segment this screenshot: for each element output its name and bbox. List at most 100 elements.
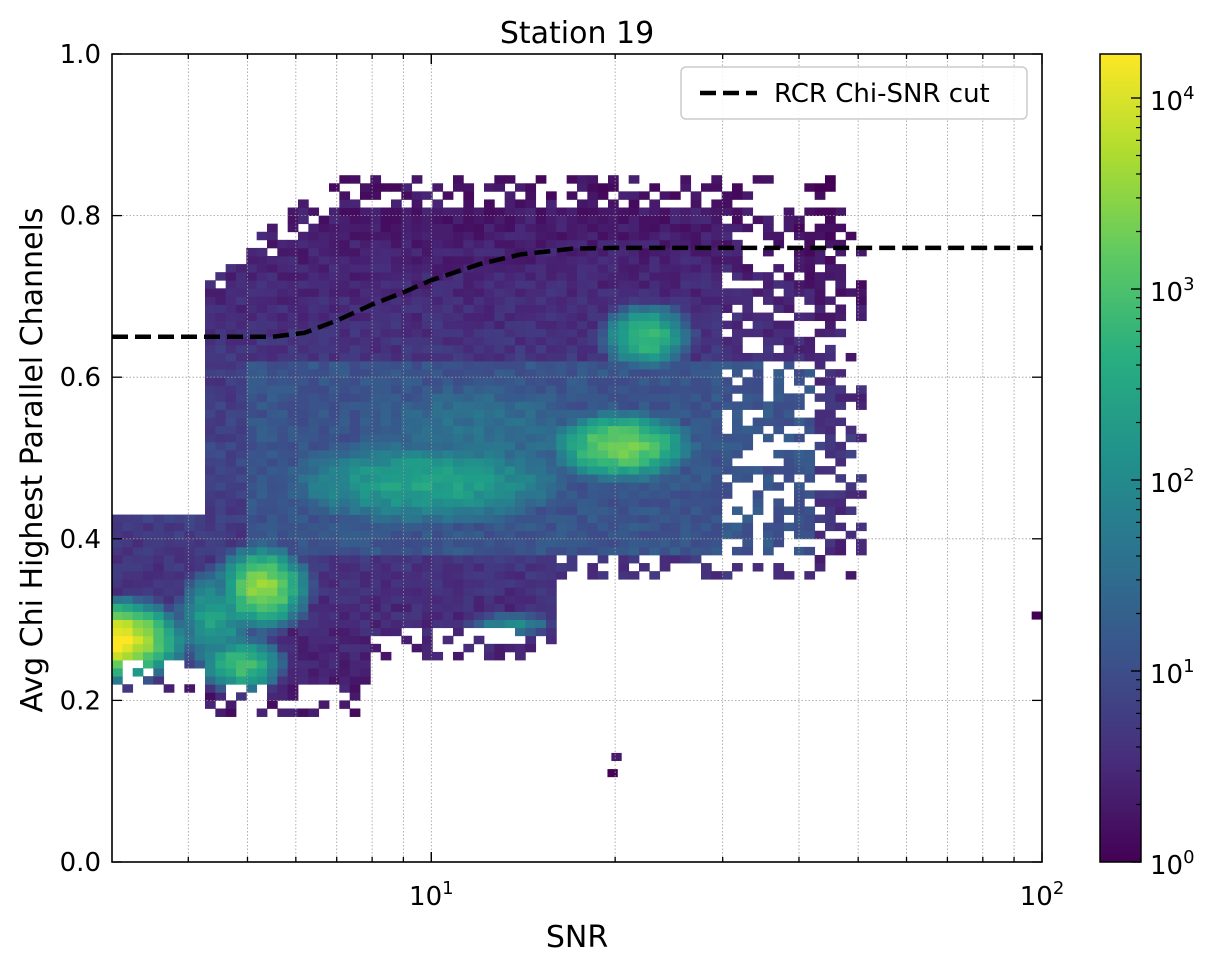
heatmap-bin	[463, 474, 475, 483]
heatmap-bin	[391, 490, 402, 499]
heatmap-bin	[742, 385, 754, 394]
heatmap-bin	[587, 272, 599, 281]
heatmap-bin	[577, 482, 588, 491]
heatmap-bin	[339, 361, 351, 370]
heatmap-bin	[618, 482, 630, 491]
heatmap-bin	[814, 191, 826, 200]
heatmap-bin	[401, 563, 413, 572]
heatmap-bin	[122, 538, 134, 548]
heatmap-bin	[339, 627, 351, 637]
heatmap-bin	[463, 514, 475, 524]
heatmap-bin	[835, 498, 847, 507]
heatmap-bin	[473, 369, 485, 378]
heatmap-bin	[525, 449, 537, 459]
heatmap-bin	[535, 409, 547, 418]
heatmap-bin	[473, 320, 485, 330]
heatmap-bin	[814, 288, 826, 297]
heatmap-bin	[349, 554, 361, 564]
heatmap-bin	[628, 498, 640, 507]
heatmap-bin	[525, 239, 537, 249]
heatmap-bin	[215, 393, 227, 402]
heatmap-bin	[256, 401, 268, 410]
heatmap-bin	[308, 660, 320, 669]
heatmap-bin	[246, 256, 258, 265]
heatmap-bin	[494, 328, 506, 338]
heatmap-bin	[442, 191, 454, 200]
heatmap-bin	[721, 296, 733, 305]
heatmap-bin	[205, 288, 216, 297]
heatmap-bin	[318, 247, 330, 257]
heatmap-bin	[711, 280, 723, 289]
heatmap-bin	[659, 231, 671, 241]
heatmap-bin	[236, 320, 247, 330]
heatmap-bin	[463, 377, 475, 386]
heatmap-bin	[453, 546, 464, 556]
heatmap-bin	[566, 409, 578, 418]
heatmap-bin	[825, 514, 836, 524]
heatmap-bin	[484, 449, 495, 459]
heatmap-bin	[308, 554, 320, 564]
heatmap-bin	[773, 449, 785, 459]
heatmap-bin	[680, 433, 692, 443]
heatmap-bin	[504, 352, 516, 362]
heatmap-bin	[277, 579, 289, 588]
heatmap-bin	[535, 579, 547, 588]
heatmap-bin	[504, 191, 516, 200]
heatmap-bin	[566, 369, 578, 378]
heatmap-bin	[804, 466, 816, 475]
heatmap-bin	[401, 256, 413, 265]
heatmap-bin	[277, 466, 289, 475]
heatmap-bin	[453, 215, 464, 225]
heatmap-bin	[763, 272, 774, 281]
heatmap-bin	[287, 554, 299, 564]
heatmap-bin	[845, 231, 857, 241]
heatmap-bin	[856, 393, 867, 402]
heatmap-bin	[608, 320, 619, 330]
heatmap-bin	[194, 660, 206, 669]
heatmap-bin	[194, 603, 206, 612]
heatmap-bin	[525, 482, 537, 491]
heatmap-bin	[484, 579, 495, 588]
heatmap-bin	[473, 546, 485, 556]
heatmap-bin	[546, 280, 557, 289]
heatmap-bin	[484, 441, 495, 451]
heatmap-bin	[680, 514, 692, 524]
heatmap-bin	[721, 482, 733, 491]
heatmap-bin	[628, 264, 640, 273]
heatmap-bin	[380, 247, 392, 257]
heatmap-bin	[339, 296, 351, 305]
heatmap-bin	[587, 264, 599, 273]
heatmap-bin	[773, 530, 785, 540]
heatmap-bin	[649, 280, 661, 289]
heatmap-bin	[835, 288, 847, 297]
heatmap-bin	[742, 312, 754, 322]
heatmap-bin	[494, 336, 506, 346]
heatmap-bin	[587, 296, 599, 305]
heatmap-bin	[267, 312, 278, 322]
heatmap-bin	[277, 611, 289, 620]
heatmap-bin	[432, 256, 444, 265]
heatmap-bin	[535, 546, 547, 556]
heatmap-bin	[308, 239, 320, 249]
heatmap-bin	[463, 603, 475, 612]
heatmap-bin	[318, 660, 330, 669]
heatmap-bin	[380, 352, 392, 362]
heatmap-bin	[711, 490, 723, 499]
heatmap-bin	[711, 304, 723, 313]
heatmap-bin	[298, 433, 309, 443]
heatmap-bin	[690, 288, 702, 297]
heatmap-bin	[515, 409, 526, 418]
heatmap-bin	[804, 336, 816, 346]
heatmap-bin	[329, 458, 340, 467]
heatmap-bin	[546, 441, 557, 451]
heatmap-bin	[628, 336, 640, 346]
heatmap-bin	[484, 522, 495, 532]
heatmap-bin	[112, 522, 123, 532]
heatmap-bin	[236, 627, 247, 637]
heatmap-bin	[639, 466, 650, 475]
heatmap-bin	[742, 530, 754, 540]
heatmap-bin	[225, 433, 237, 443]
heatmap-bin	[845, 425, 857, 435]
heatmap-bin	[370, 546, 382, 556]
